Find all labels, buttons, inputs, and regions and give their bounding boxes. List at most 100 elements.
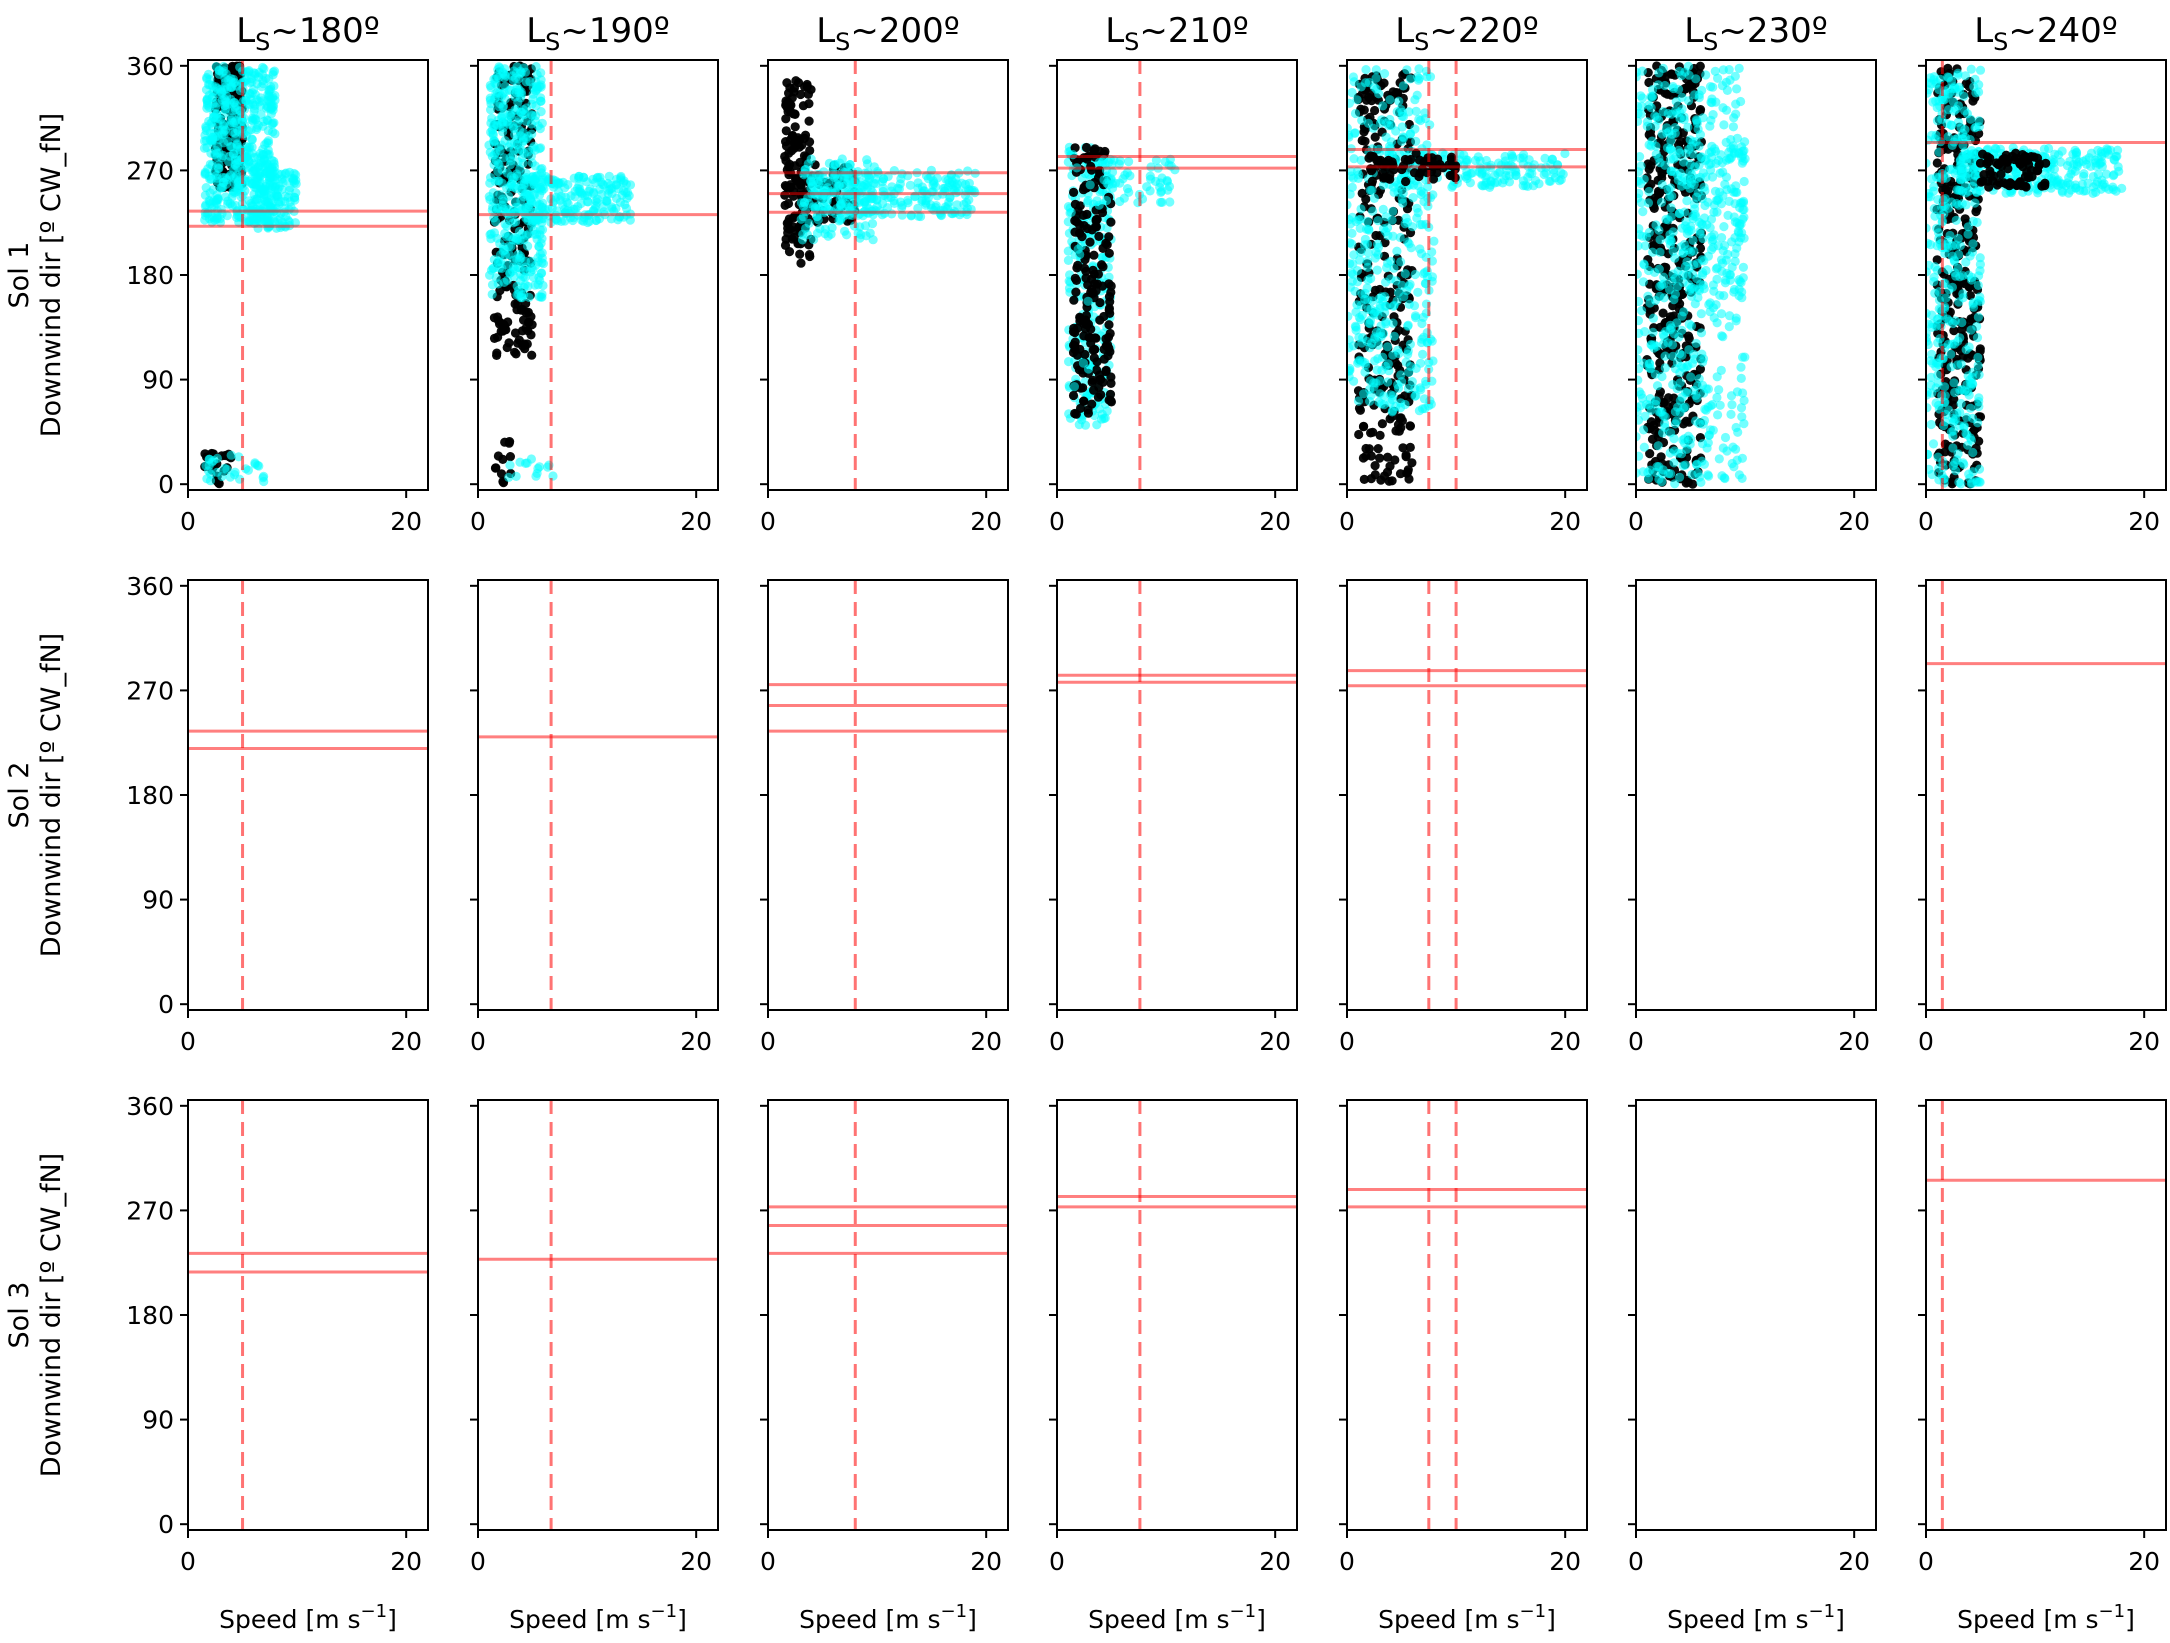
scatter-point-modeled [536,268,546,278]
scatter-point-observed [1446,154,1456,164]
scatter-point-observed [522,339,532,349]
scatter-point-modeled [1660,422,1670,432]
scatter-point-modeled [1156,187,1166,197]
scatter-point-observed [1089,250,1099,260]
scatter-point-observed [1643,159,1653,169]
scatter-point-modeled [1352,266,1362,276]
scatter-point-modeled [1672,318,1682,328]
scatter-point-modeled [1651,149,1661,159]
scatter-point-modeled [1739,395,1749,406]
scatter-point-modeled [258,76,268,86]
scatter-point-modeled [1410,269,1420,280]
scatter-point-observed [1367,176,1377,186]
scatter-point-modeled [1736,403,1747,413]
scatter-point-modeled [510,105,520,115]
scatter-point-modeled [1670,364,1681,374]
scatter-point-observed [1404,474,1414,484]
scatter-point-observed [1087,377,1097,387]
scatter-point-modeled [1729,284,1739,295]
scatter-point-modeled [1387,215,1397,225]
scatter-point-modeled [797,235,808,245]
scatter-point-observed [1377,419,1387,429]
scatter-point-modeled [525,77,535,87]
scatter-point-modeled [1391,276,1401,286]
scatter-point-modeled [830,160,840,170]
scatter-point-modeled [1356,155,1366,165]
scatter-point-modeled [516,93,526,103]
scatter-point-observed [493,332,503,342]
scatter-point-observed [1098,262,1108,272]
scatter-point-modeled [1737,412,1747,422]
scatter-point-modeled [1687,469,1697,480]
scatter-point-modeled [268,70,278,80]
scatter-point-modeled [1694,160,1704,170]
scatter-point-modeled [916,211,926,222]
scatter-point-modeled [1698,233,1708,244]
scatter-point-modeled [1353,396,1364,406]
scatter-point-observed [1375,453,1385,463]
scatter-point-modeled [211,62,221,72]
scatter-point-modeled [1736,233,1746,243]
scatter-point-modeled [486,173,496,183]
scatter-point-modeled [1371,84,1382,94]
scatter-point-modeled [203,466,214,476]
scatter-point-modeled [1644,265,1654,276]
scatter-point-modeled [1740,154,1750,164]
scatter-point-modeled [233,126,244,136]
scatter-point-modeled [1710,66,1720,76]
scatter-point-modeled [1640,411,1650,421]
scatter-point-modeled [1389,182,1399,192]
scatter-point-modeled [1685,159,1695,169]
scatter-point-modeled [1658,339,1668,349]
scatter-point-modeled [1094,157,1104,167]
scatter-point-modeled [1709,313,1719,323]
scatter-point-observed [1085,237,1095,247]
scatter-point-modeled [1702,220,1712,230]
scatter-point-observed [1080,349,1090,360]
scatter-point-modeled [1666,236,1676,247]
scatter-point-modeled [229,98,239,108]
scatter-point-modeled [1408,193,1418,203]
scatter-point-modeled [526,256,536,266]
scatter-point-modeled [1721,275,1731,285]
scatter-point-modeled [511,471,521,481]
scatter-point-observed [1649,203,1659,213]
scatter-point-modeled [262,158,272,169]
scatter-point-modeled [243,465,253,475]
scatter-point-modeled [1707,172,1718,182]
scatter-point-modeled [1696,152,1706,162]
scatter-point-observed [1100,146,1110,157]
scatter-point-observed [1096,390,1106,400]
scatter-point-modeled [227,113,237,123]
scatter-point-modeled [524,292,534,302]
scatter-point-observed [1105,328,1115,339]
scatter-point-modeled [616,171,626,182]
scatter-point-modeled [877,177,887,187]
scatter-point-observed [1663,393,1674,403]
scatter-point-modeled [829,172,839,182]
scatter-point-modeled [1069,382,1079,392]
scatter-point-observed [1373,444,1383,454]
scatter-point-modeled [272,191,282,201]
scatter-point-modeled [214,148,224,158]
scatter-point-modeled [1734,148,1744,159]
scatter-point-modeled [527,129,537,139]
scatter-point-modeled [518,158,528,168]
scatter-point-modeled [1354,170,1364,180]
scatter-point-modeled [1668,380,1678,390]
scatter-point-modeled [1711,146,1721,156]
scatter-point-modeled [499,153,509,163]
scatter-point-observed [1405,442,1415,452]
scatter-point-modeled [558,200,568,210]
scatter-point-modeled [219,66,229,76]
scatter-point-observed [1071,275,1082,285]
y-tick-label: 360 [126,52,174,81]
scatter-point-observed [804,116,814,126]
panel-plot-area [768,60,1008,490]
scatter-point-modeled [1686,372,1696,382]
scatter-point-observed [1380,238,1390,248]
scatter-point-modeled [1534,179,1544,189]
panel-r1-c6: 0 20 [1628,59,1877,536]
scatter-point-modeled [515,263,525,273]
scatter-point-modeled [1670,289,1680,299]
